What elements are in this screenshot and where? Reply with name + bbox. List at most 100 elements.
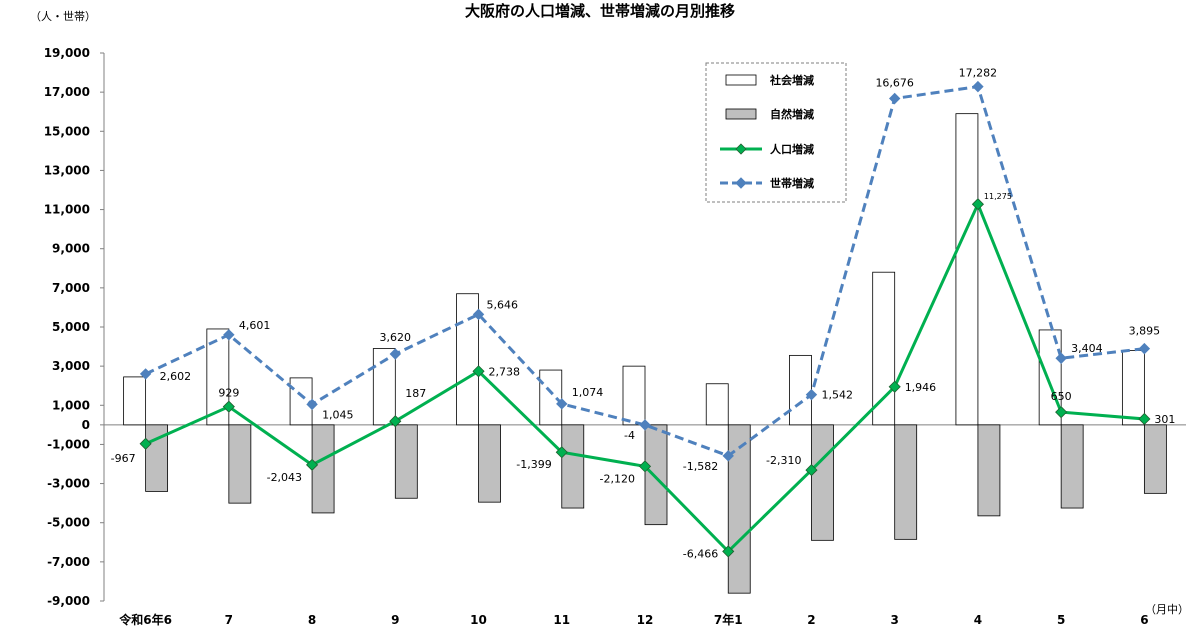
legend-box xyxy=(705,62,847,203)
label-households: 3,620 xyxy=(380,331,412,344)
y-tick-label: 13,000 xyxy=(44,163,90,177)
label-households: 3,895 xyxy=(1129,325,1161,338)
y-tick-label: 17,000 xyxy=(44,85,90,99)
marker-population xyxy=(1138,412,1151,426)
x-tick-label: 3 xyxy=(891,613,899,627)
marker-households xyxy=(805,388,818,401)
marker-households xyxy=(472,308,485,321)
marker-households xyxy=(888,92,901,105)
bar-natural xyxy=(311,424,335,514)
legend-label: 世帯増減 xyxy=(770,176,814,190)
label-population: 1,946 xyxy=(905,381,937,394)
bar-natural xyxy=(1143,424,1167,494)
label-households: 1,074 xyxy=(572,386,604,399)
axes: 19,000 17,000 15,000 13,000 11,000 9,000 7,000… xyxy=(44,46,1186,627)
marker-households xyxy=(556,398,568,410)
bar-natural xyxy=(644,424,668,526)
x-tick-label: 令和6年6 xyxy=(118,612,172,627)
label-population: 929 xyxy=(218,387,239,400)
label-population: 11,275 xyxy=(984,192,1012,201)
bars xyxy=(123,113,1167,594)
marker-households xyxy=(139,368,152,380)
legend-label: 社会増減 xyxy=(769,73,814,87)
bar-social xyxy=(789,354,812,426)
legend-marker-households xyxy=(735,177,747,189)
bar-social xyxy=(539,369,563,426)
y-tick-label: 5,000 xyxy=(52,320,90,334)
x-tick-label: 7年1 xyxy=(714,612,743,627)
label-households: 3,404 xyxy=(1071,342,1103,355)
marker-households xyxy=(223,329,235,341)
label-population: 2,738 xyxy=(489,365,521,378)
x-tick-label: 11 xyxy=(553,613,570,627)
marker-population xyxy=(472,365,485,378)
label-households: 4,601 xyxy=(239,319,271,332)
legend-swatch-natural xyxy=(725,108,757,120)
y-tick-label: -1,000 xyxy=(47,437,90,451)
bar-natural xyxy=(894,424,918,540)
marker-households xyxy=(639,419,651,431)
y-tick-label: -9,000 xyxy=(47,594,90,608)
y-tick-label: 11,000 xyxy=(44,203,90,217)
bar-social xyxy=(456,293,479,426)
bar-social xyxy=(372,348,396,426)
marker-population xyxy=(888,380,901,393)
bar-social xyxy=(955,113,979,426)
label-population: 650 xyxy=(1051,390,1072,403)
bar-natural xyxy=(977,424,1001,517)
marker-population xyxy=(139,437,152,450)
y-tick-label: 19,000 xyxy=(44,46,90,60)
y-tick-label: 0 xyxy=(82,418,90,432)
label-households: -4 xyxy=(624,429,635,442)
marker-households xyxy=(1138,342,1151,355)
bar-natural xyxy=(1060,424,1084,509)
legend-swatch-social xyxy=(725,74,757,86)
bar-social xyxy=(289,377,313,426)
label-population: 301 xyxy=(1154,413,1175,426)
label-population: -2,120 xyxy=(600,472,635,485)
chart-title: 大阪府の人口増減、世帯増減の月別推移 xyxy=(465,2,735,20)
y-tick-label: 15,000 xyxy=(44,124,90,138)
label-households: 2,602 xyxy=(160,370,192,383)
x-tick-label: 6 xyxy=(1140,613,1148,627)
label-population: -6,466 xyxy=(683,547,718,560)
x-tick-label: 2 xyxy=(807,613,815,627)
y-tick-label: -3,000 xyxy=(47,477,90,491)
marker-population xyxy=(971,198,984,211)
x-tick-label: 4 xyxy=(974,613,982,627)
marker-population xyxy=(722,545,735,558)
bar-natural xyxy=(727,424,751,594)
marker-population xyxy=(306,458,319,471)
legend-marker-population xyxy=(735,143,747,155)
label-population: -967 xyxy=(111,452,136,465)
legend-label: 人口増減 xyxy=(770,142,814,156)
label-households: 5,646 xyxy=(487,298,519,311)
marker-households xyxy=(972,80,984,93)
x-tick-label: 12 xyxy=(637,613,654,627)
marker-population xyxy=(555,446,568,459)
bar-natural xyxy=(811,424,834,541)
label-population: -2,310 xyxy=(766,454,801,467)
y-tick-label: 9,000 xyxy=(52,242,90,256)
y-tick-label: 1,000 xyxy=(52,398,90,412)
bar-natural xyxy=(478,424,501,503)
bar-social xyxy=(1121,350,1145,426)
bar-natural xyxy=(561,424,585,509)
label-households: 16,676 xyxy=(875,76,914,89)
data-labels: 2,602 4,601 1,045 3,620 5,646 1,074 -4 -1,582 1,… xyxy=(111,67,1176,561)
lines xyxy=(139,80,1151,558)
bar-social xyxy=(872,271,896,426)
bar-social xyxy=(206,328,230,426)
bar-social xyxy=(123,376,147,426)
marker-population xyxy=(222,400,235,413)
marker-population xyxy=(638,460,652,473)
x-tick-label: 8 xyxy=(308,613,316,627)
marker-households xyxy=(389,348,402,360)
label-population: -1,399 xyxy=(516,458,551,471)
marker-households xyxy=(1055,352,1067,364)
label-population: -2,043 xyxy=(267,471,302,484)
bar-social xyxy=(622,365,646,426)
